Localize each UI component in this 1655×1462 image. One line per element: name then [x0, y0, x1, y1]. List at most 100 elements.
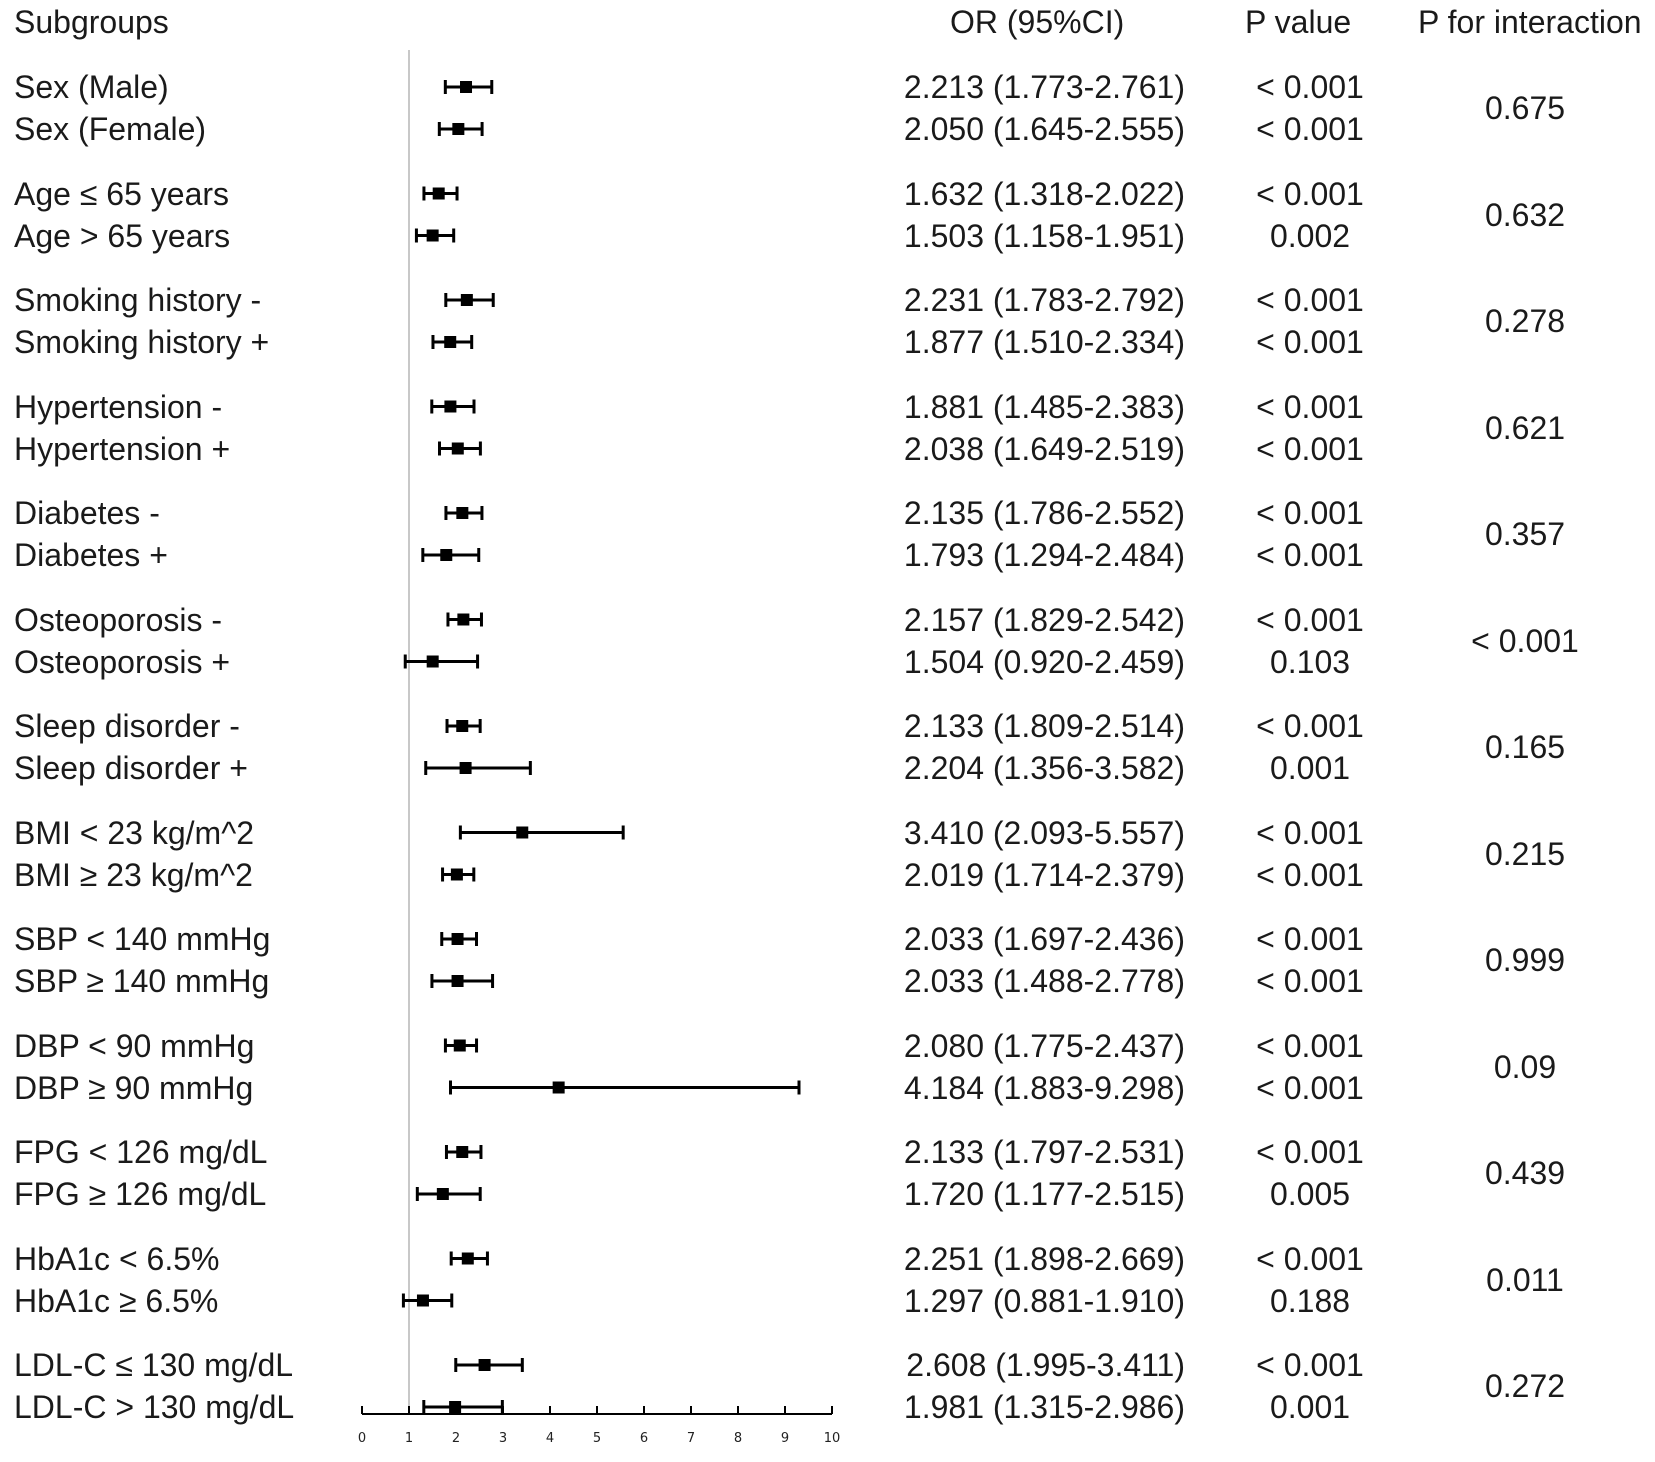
or-point [451, 975, 464, 987]
p-interaction-value: < 0.001 [1471, 622, 1579, 659]
x-tick-label: 1 [405, 1431, 413, 1446]
x-tick-label: 8 [734, 1431, 742, 1446]
p-value: < 0.001 [1256, 1134, 1364, 1170]
p-value: < 0.001 [1256, 175, 1364, 212]
row-label: SBP < 140 mmHg [14, 921, 271, 957]
or-ci-value: 2.080 (1.775-2.437) [903, 1027, 1185, 1064]
p-interaction-value: 0.09 [1493, 1048, 1557, 1085]
row-label: Sleep disorder + [14, 750, 248, 786]
p-value: < 0.001 [1256, 921, 1364, 957]
or-ci-value: 1.981 (1.315-2.986) [903, 1389, 1185, 1425]
x-tick-label: 9 [781, 1431, 789, 1446]
row-label: Osteoporosis - [14, 601, 223, 638]
p-value: 0.002 [1269, 217, 1351, 254]
p-interaction-value: 0.165 [1484, 729, 1566, 765]
or-point [436, 1188, 449, 1200]
row-label: LDL-C > 130 mg/dL [14, 1389, 295, 1425]
or-ci-value: 2.038 (1.649-2.519) [903, 430, 1185, 467]
p-interaction-value: 0.439 [1484, 1155, 1566, 1191]
or-point [426, 655, 439, 668]
p-value: < 0.001 [1256, 324, 1364, 360]
x-tick-label: 2 [452, 1431, 460, 1446]
x-tick-label: 6 [640, 1431, 648, 1446]
or-ci-value: 1.632 (1.318-2.022) [903, 175, 1185, 212]
header-p-interaction: P for interaction [1418, 4, 1642, 40]
or-ci-value: 2.213 (1.773-2.761) [903, 69, 1185, 105]
header-p-value: P value [1245, 4, 1352, 40]
or-point [459, 762, 472, 774]
row-label: Smoking history + [14, 324, 270, 360]
or-point [451, 442, 464, 455]
p-interaction-value: 0.999 [1484, 942, 1566, 978]
row-label: HbA1c < 6.5% [14, 1240, 220, 1277]
p-value: < 0.001 [1256, 601, 1364, 638]
or-ci-value: 4.184 (1.883-9.298) [903, 1069, 1185, 1106]
p-interaction-value: 0.272 [1484, 1368, 1566, 1404]
p-value: < 0.001 [1256, 388, 1364, 425]
or-ci-value: 1.504 (0.920-2.459) [903, 643, 1185, 680]
or-ci-value: 1.877 (1.510-2.334) [903, 324, 1185, 360]
or-point [460, 81, 473, 93]
p-value: 0.005 [1269, 1176, 1351, 1212]
p-value: < 0.001 [1256, 69, 1364, 105]
p-value: < 0.001 [1256, 430, 1364, 467]
p-interaction-value: 0.278 [1484, 303, 1566, 339]
row-label: HbA1c ≥ 6.5% [14, 1282, 219, 1319]
row-label: LDL-C ≤ 130 mg/dL [14, 1347, 294, 1383]
or-ci-value: 2.019 (1.714-2.379) [903, 856, 1185, 893]
p-value: < 0.001 [1256, 537, 1364, 573]
or-point [457, 613, 470, 626]
or-point [451, 933, 464, 945]
row-label: Osteoporosis + [14, 643, 231, 680]
row-label: Diabetes + [14, 537, 168, 573]
or-ci-value: 2.608 (1.995-3.411) [906, 1347, 1185, 1383]
or-ci-value: 2.033 (1.697-2.436) [903, 921, 1185, 957]
p-value: < 0.001 [1256, 963, 1364, 999]
row-label: BMI ≥ 23 kg/m^2 [14, 856, 253, 893]
row-label: DBP ≥ 90 mmHg [14, 1069, 254, 1106]
p-interaction-value: 0.357 [1484, 516, 1566, 552]
or-point [552, 1081, 565, 1094]
p-interaction-value: 0.675 [1484, 90, 1566, 126]
p-value: < 0.001 [1256, 708, 1364, 744]
x-tick-label: 10 [824, 1431, 841, 1446]
row-label: Hypertension + [14, 430, 231, 467]
row-label: FPG ≥ 126 mg/dL [14, 1176, 267, 1212]
x-tick-label: 3 [499, 1431, 507, 1446]
p-value: < 0.001 [1256, 856, 1364, 893]
row-label: FPG < 126 mg/dL [14, 1134, 268, 1170]
or-point [456, 507, 469, 519]
p-value: < 0.001 [1256, 1347, 1364, 1383]
x-tick-label: 4 [546, 1431, 554, 1446]
or-point [516, 826, 529, 839]
or-point [426, 229, 439, 242]
or-ci-value: 1.720 (1.177-2.515) [903, 1176, 1185, 1212]
or-ci-value: 2.251 (1.898-2.669) [903, 1240, 1185, 1277]
row-label: Age ≤ 65 years [14, 175, 230, 212]
row-label: SBP ≥ 140 mmHg [14, 963, 270, 999]
x-tick-label: 5 [593, 1431, 601, 1446]
row-label: Hypertension - [14, 388, 223, 425]
p-value: 0.001 [1269, 750, 1351, 786]
p-value: < 0.001 [1256, 1069, 1364, 1106]
or-point [444, 336, 457, 348]
p-value: < 0.001 [1256, 282, 1364, 318]
p-value: 0.001 [1269, 1389, 1351, 1425]
p-value: < 0.001 [1256, 814, 1364, 851]
or-point [460, 294, 473, 306]
or-ci-value: 2.133 (1.797-2.531) [903, 1134, 1185, 1170]
or-point [453, 1039, 466, 1052]
or-ci-value: 1.793 (1.294-2.484) [903, 537, 1185, 573]
or-ci-value: 2.133 (1.809-2.514) [903, 708, 1185, 744]
header-subgroups: Subgroups [14, 4, 169, 40]
p-interaction-value: 0.621 [1484, 409, 1566, 446]
or-ci-value: 1.297 (0.881-1.910) [903, 1282, 1185, 1319]
or-point [416, 1294, 429, 1307]
p-interaction-value: 0.011 [1486, 1261, 1564, 1298]
p-value: 0.103 [1269, 643, 1351, 680]
row-label: BMI < 23 kg/m^2 [14, 814, 254, 851]
or-ci-value: 2.135 (1.786-2.552) [903, 495, 1185, 531]
x-tick-label: 0 [358, 1431, 366, 1446]
